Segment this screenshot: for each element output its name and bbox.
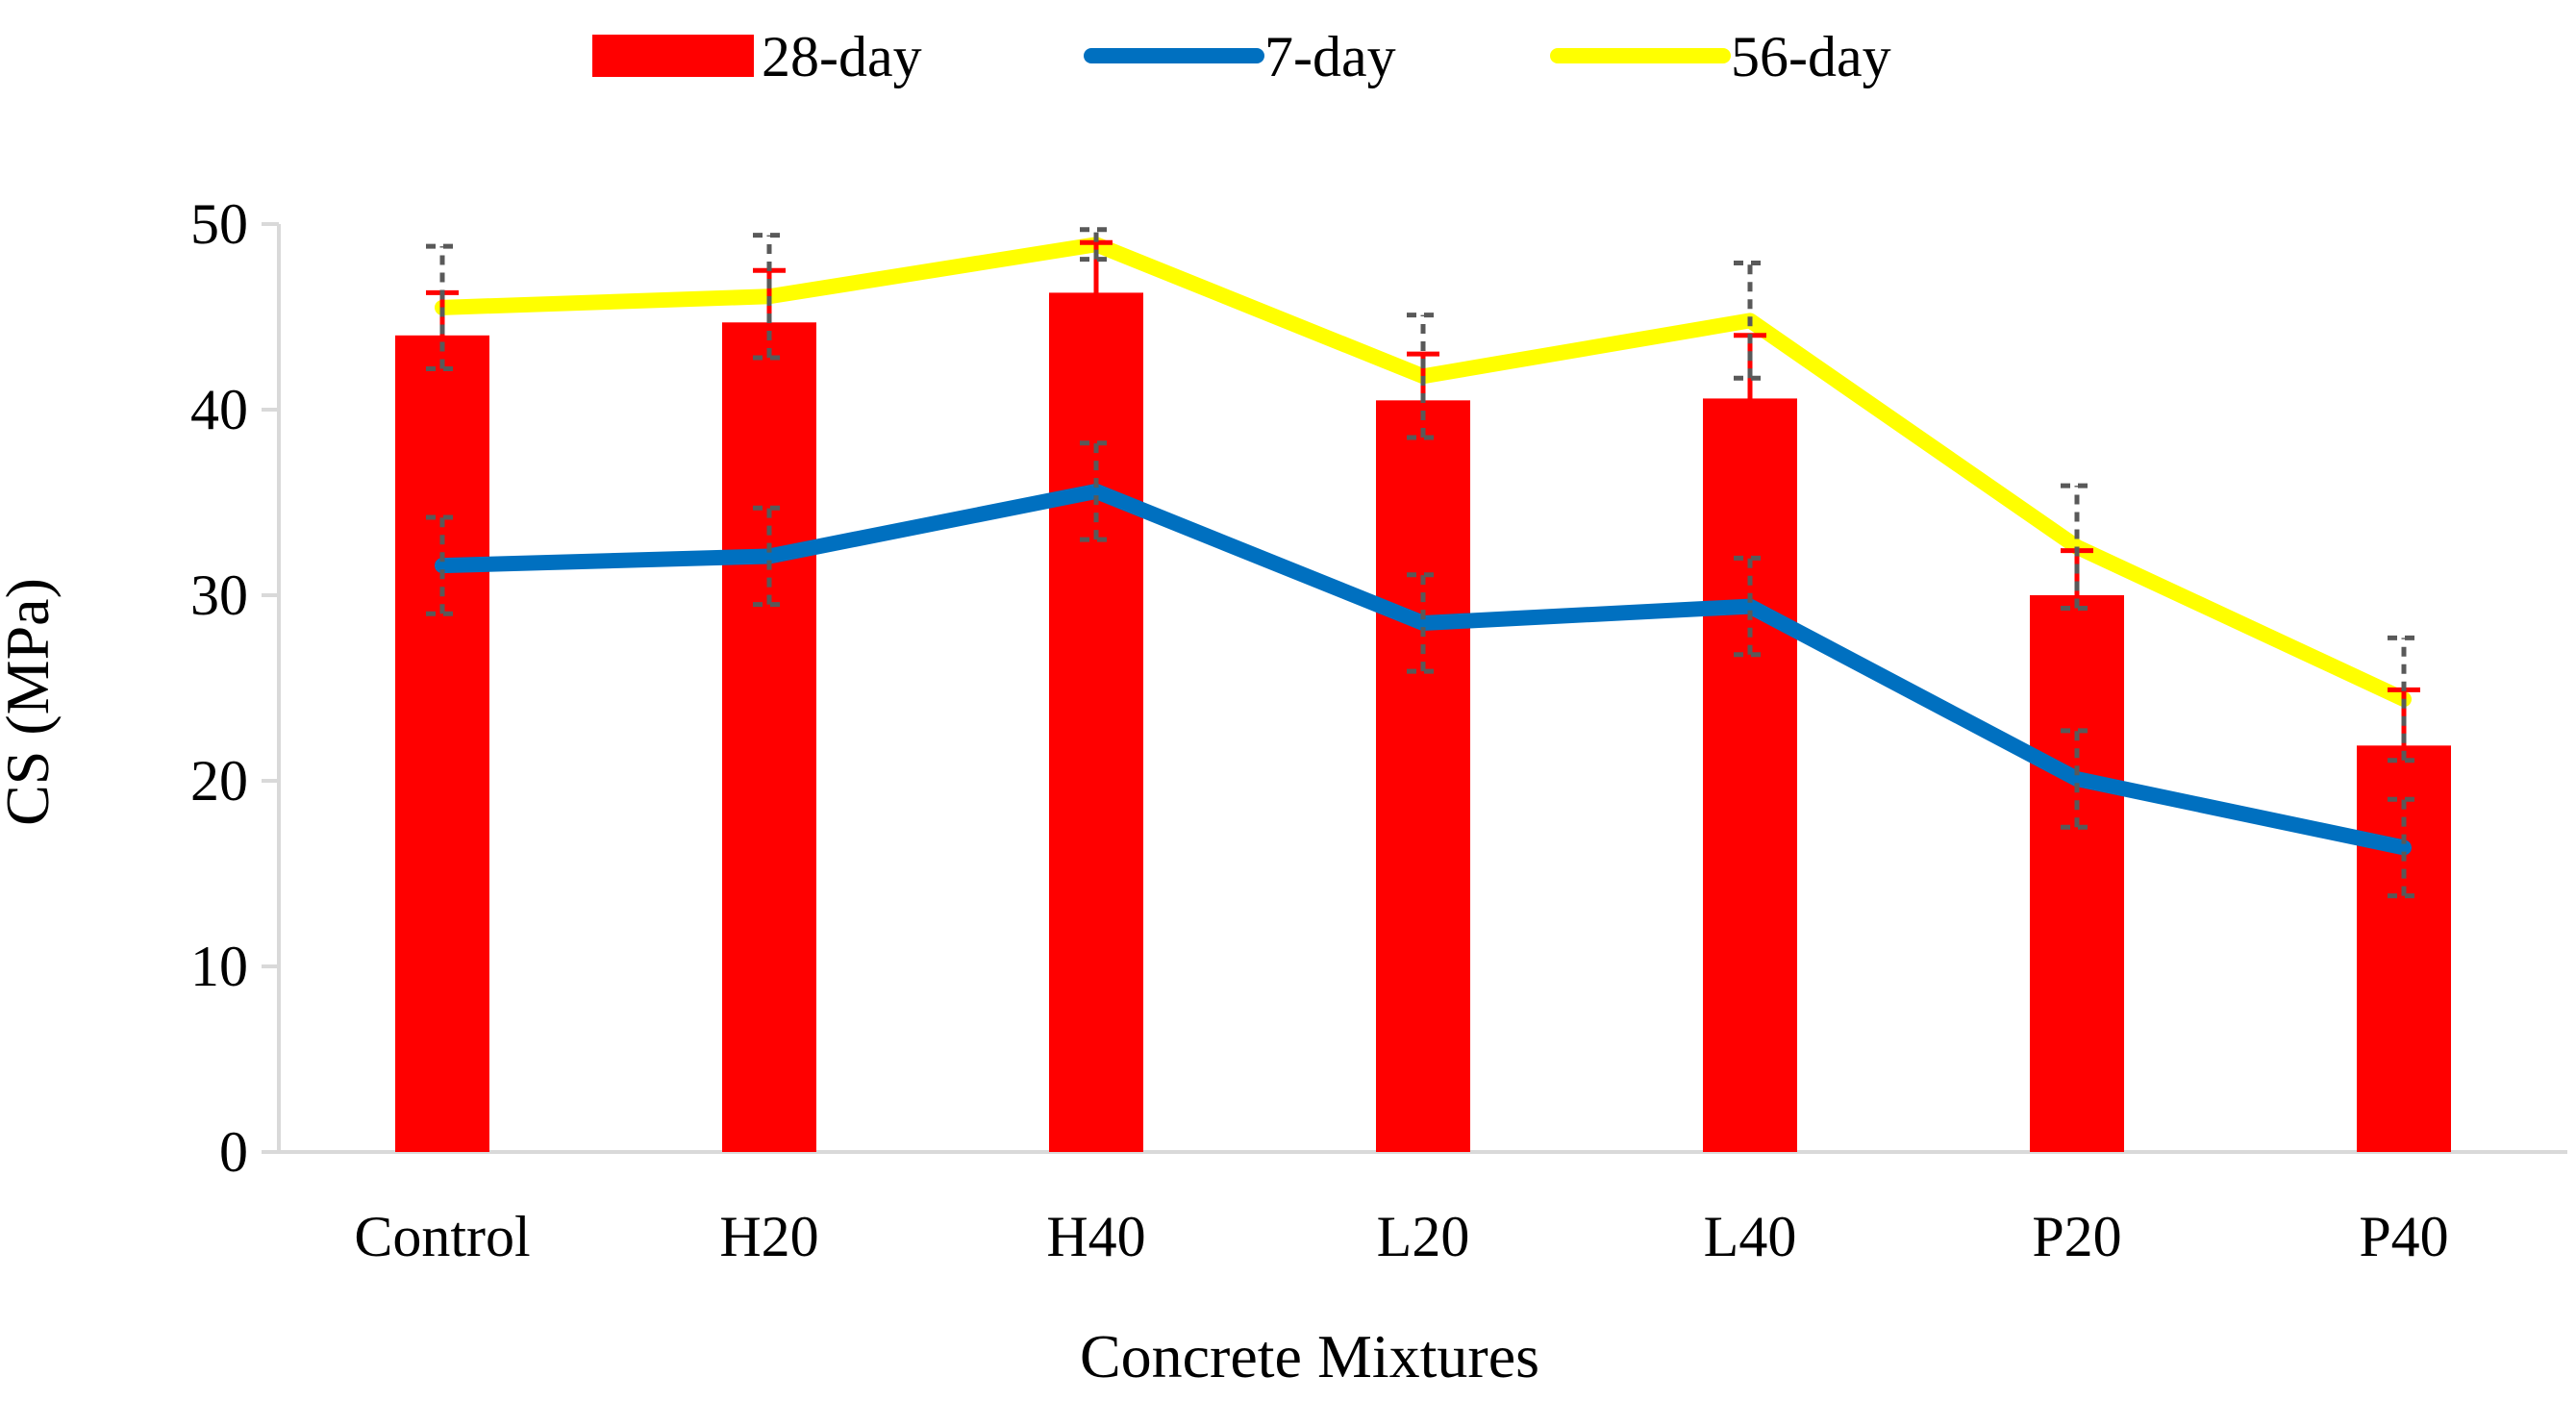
y-axis-title: CS (MPa)	[0, 578, 62, 826]
legend-label-28-day: 28-day	[762, 25, 922, 88]
errorbar-7-day-h40	[1080, 440, 1113, 542]
bar-28-day-l20	[1376, 400, 1470, 1153]
errorbar-7-day-l20	[1407, 572, 1439, 674]
errorbar-7-day-l40	[1734, 555, 1766, 658]
legend-item-56-day: 56-day	[1550, 25, 1891, 88]
x-tick-label-l40: L40	[1704, 1205, 1797, 1268]
x-tick-label-h40: H40	[1046, 1205, 1145, 1268]
point-7-day-p40	[2401, 844, 2407, 851]
legend-item-28-day: 28-day	[592, 25, 922, 88]
error-bars	[426, 227, 2420, 899]
tick-labels: 0 10 20 30 40 50 Control H20 H40 L20 L40 P20 P40	[190, 192, 2449, 1268]
errorbar-56-day-h40	[1080, 227, 1113, 263]
bar-28-day-control	[395, 335, 489, 1152]
x-tick-label-p40: P40	[2359, 1205, 2448, 1268]
y-tick-label-20: 20	[190, 749, 248, 813]
x-tick-label-l20: L20	[1377, 1205, 1470, 1268]
y-tick-label-0: 0	[219, 1120, 248, 1184]
point-7-day-p20	[2074, 776, 2080, 783]
x-tick-label-p20: P20	[2032, 1205, 2121, 1268]
point-7-day-h40	[1093, 488, 1099, 494]
x-tick-label-control: Control	[354, 1205, 530, 1268]
legend-label-56-day: 56-day	[1731, 25, 1891, 88]
x-tick-label-h20: H20	[719, 1205, 818, 1268]
legend-label-7-day: 7-day	[1264, 25, 1396, 88]
errorbar-56-day-p40	[2388, 635, 2420, 764]
y-tick-label-10: 10	[190, 935, 248, 998]
point-7-day-l40	[1747, 603, 1753, 610]
errorbar-56-day-control	[426, 243, 459, 372]
errorbar-7-day-h20	[753, 505, 786, 608]
y-tick-label-30: 30	[190, 563, 248, 627]
errorbar-7-day-p20	[2061, 728, 2093, 830]
bar-28-day-p40	[2357, 745, 2451, 1152]
bars-28-day	[395, 292, 2451, 1153]
bar-28-day-l40	[1703, 398, 1797, 1152]
legend-swatch-28-day	[592, 35, 754, 77]
bar-28-day-h40	[1049, 292, 1143, 1152]
errorbar-56-day-l40	[1734, 261, 1766, 381]
errorbar-56-day-h20	[753, 233, 786, 361]
point-7-day-h20	[766, 553, 772, 560]
errorbar-7-day-p40	[2388, 796, 2420, 899]
y-tick-label-40: 40	[190, 378, 248, 441]
x-axis-title: Concrete Mixtures	[1080, 1322, 1539, 1390]
errorbar-56-day-l20	[1407, 313, 1439, 440]
point-7-day-l20	[1420, 619, 1426, 626]
errorbar-56-day-p20	[2061, 483, 2093, 612]
point-7-day-control	[439, 563, 445, 569]
legend-item-7-day: 7-day	[1084, 25, 1396, 88]
bar-28-day-h20	[722, 322, 816, 1152]
bar-28-day-p20	[2030, 595, 2124, 1152]
errorbar-7-day-control	[426, 514, 459, 616]
y-tick-label-50: 50	[190, 192, 248, 256]
legend: 28-day 7-day 56-day	[592, 25, 1891, 88]
